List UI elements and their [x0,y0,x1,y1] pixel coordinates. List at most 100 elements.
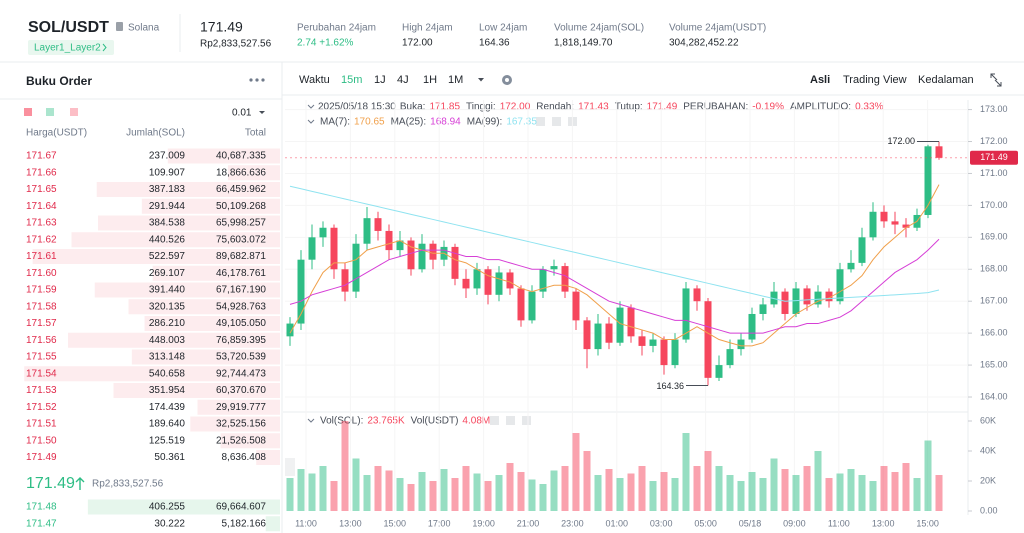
amount[interactable]: 286.210 [149,318,186,329]
amount[interactable]: 406.255 [149,502,186,513]
price[interactable]: 171.65 [26,184,57,195]
total[interactable]: 92,744.473 [216,368,266,379]
total[interactable]: 8,636.408 [222,452,267,463]
price[interactable]: 171.53 [26,385,57,396]
total[interactable]: 60,370.670 [216,385,266,396]
amount[interactable]: 391.440 [149,285,186,296]
expand-icon[interactable] [990,73,1002,87]
price[interactable]: 171.62 [26,234,57,245]
more-icon[interactable] [249,78,265,82]
tag[interactable]: Layer1_Layer2 [34,43,101,54]
candle-body [770,291,778,305]
total[interactable]: 32,525.156 [216,419,266,430]
amount[interactable]: 50.361 [154,452,185,463]
total[interactable]: 46,178.761 [216,268,266,279]
total[interactable]: 65,998.257 [216,218,266,229]
price[interactable]: 171.52 [26,402,57,413]
y-tick-label: 172.00 [980,136,1008,146]
total[interactable]: 66,459.962 [216,184,266,195]
total[interactable]: 67,167.190 [216,285,266,296]
total[interactable]: 5,182.166 [222,518,267,529]
amount[interactable]: 291.944 [149,201,186,212]
price[interactable]: 171.51 [26,419,57,430]
amount[interactable]: 522.597 [149,251,186,262]
volume-bar [880,466,888,511]
candle-body [374,218,382,231]
amount[interactable]: 384.538 [149,218,186,229]
price[interactable]: 171.49 [26,452,57,463]
amount[interactable]: 320.135 [149,301,186,312]
total[interactable]: 54,928.763 [216,301,266,312]
total[interactable]: 40,687.335 [216,151,266,162]
price[interactable]: 171.64 [26,201,57,212]
volume-bar [704,451,712,511]
total[interactable]: 49,105.050 [216,318,266,329]
amount[interactable]: 351.954 [149,385,186,396]
total[interactable]: 50,109.268 [216,201,266,212]
ma-icons[interactable] [536,117,577,126]
amount[interactable]: 540.658 [149,368,186,379]
interval[interactable]: 4J [397,74,409,86]
amount[interactable]: 30.222 [154,518,185,529]
amount[interactable]: 109.907 [149,167,186,178]
price[interactable]: 171.50 [26,435,57,446]
amount[interactable]: 237.009 [149,151,186,162]
amount[interactable]: 189.640 [149,419,186,430]
scroll-handle[interactable] [285,458,295,476]
interval-caret[interactable] [478,78,484,82]
price[interactable]: 171.63 [26,218,57,229]
candle-body [363,218,371,244]
amount[interactable]: 313.148 [149,352,186,363]
ma-legend-value: 167.35 [506,117,537,128]
view[interactable]: Kedalaman [918,74,974,86]
book-step[interactable]: 0.01 [232,108,252,119]
price[interactable]: 171.66 [26,167,57,178]
candle-body [792,288,800,314]
total[interactable]: 69,664.607 [216,502,266,513]
interval[interactable]: 1M [448,74,463,86]
price[interactable]: 171.47 [26,518,57,529]
vol-icons[interactable] [490,416,531,425]
price[interactable]: 171.48 [26,502,57,513]
amount[interactable]: 174.439 [149,402,186,413]
price[interactable]: 171.60 [26,268,57,279]
total[interactable]: 29,919.777 [216,402,266,413]
price[interactable]: 171.59 [26,285,57,296]
candle-body [638,336,646,346]
amount[interactable]: 125.519 [149,435,186,446]
amount[interactable]: 440.526 [149,234,186,245]
volume-bar [363,475,371,511]
interval[interactable]: 15m [341,74,362,86]
gear-icon[interactable] [502,75,512,85]
total[interactable]: 53,720.539 [216,352,266,363]
total[interactable]: 21,526.508 [216,435,266,446]
total[interactable]: 75,603.072 [216,234,266,245]
total[interactable]: 76,859.395 [216,335,266,346]
volume-bar [594,475,602,511]
price[interactable]: 171.61 [26,251,57,262]
price[interactable]: 171.56 [26,335,57,346]
candle-body [847,262,855,270]
price[interactable]: 171.54 [26,368,57,379]
view[interactable]: Asli [810,74,830,86]
amount[interactable]: 269.107 [149,268,186,279]
total[interactable]: 18,866.636 [216,167,266,178]
price[interactable]: 171.57 [26,318,57,329]
interval[interactable]: 1J [374,74,386,86]
amount[interactable]: 448.003 [149,335,186,346]
book-view-icons[interactable] [24,108,78,116]
total[interactable]: 89,682.871 [216,251,266,262]
candle-body [352,243,360,292]
y-tick-label: 164.00 [980,391,1008,401]
price[interactable]: 171.55 [26,352,57,363]
interval[interactable]: 1H [423,74,437,86]
view[interactable]: Trading View [843,74,907,86]
volume-bar [517,472,525,511]
tag-box[interactable] [28,40,114,55]
price[interactable]: 171.67 [26,151,57,162]
amount[interactable]: 387.183 [149,184,186,195]
volume-bar [737,481,745,511]
price[interactable]: 171.58 [26,301,57,312]
volume-bar [847,469,855,511]
volume-bar [638,466,646,511]
